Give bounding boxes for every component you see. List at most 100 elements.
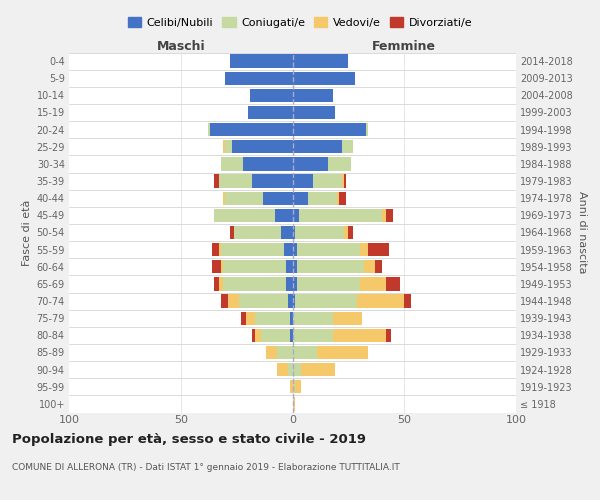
Bar [359, 277, 386, 290]
Bar [214, 174, 219, 188]
Bar [293, 192, 308, 205]
Bar [368, 243, 389, 256]
Bar [293, 54, 349, 68]
Text: Maschi: Maschi [157, 40, 205, 54]
Text: Femmine: Femmine [372, 40, 436, 54]
Bar [284, 243, 293, 256]
Bar [290, 312, 293, 325]
Bar [297, 260, 364, 274]
Bar [286, 277, 293, 290]
Bar [293, 397, 295, 410]
Bar [212, 260, 221, 274]
Bar [364, 260, 375, 274]
Bar [386, 208, 393, 222]
Y-axis label: Anni di nascita: Anni di nascita [577, 191, 587, 274]
Bar [266, 346, 277, 359]
Bar [214, 208, 275, 222]
Bar [328, 157, 350, 170]
Bar [226, 72, 293, 85]
Bar [277, 346, 293, 359]
Bar [313, 174, 341, 188]
Bar [295, 226, 344, 239]
Bar [230, 226, 235, 239]
Bar [290, 380, 293, 394]
Bar [219, 277, 223, 290]
Legend: Celibi/Nubili, Coniugati/e, Vedovi/e, Divorziati/e: Celibi/Nubili, Coniugati/e, Vedovi/e, Di… [124, 13, 476, 32]
Bar [293, 380, 295, 394]
Bar [223, 277, 286, 290]
Bar [386, 328, 391, 342]
Bar [293, 174, 313, 188]
Bar [223, 140, 226, 153]
Bar [288, 294, 293, 308]
Bar [219, 174, 252, 188]
Bar [252, 174, 293, 188]
Bar [221, 243, 284, 256]
Bar [358, 294, 404, 308]
Bar [359, 243, 368, 256]
Bar [208, 123, 210, 136]
Bar [252, 328, 254, 342]
Bar [293, 346, 317, 359]
Bar [221, 157, 244, 170]
Bar [337, 192, 340, 205]
Bar [232, 140, 293, 153]
Bar [293, 140, 341, 153]
Bar [295, 294, 358, 308]
Bar [293, 88, 333, 102]
Bar [223, 260, 286, 274]
Bar [349, 226, 353, 239]
Bar [250, 88, 293, 102]
Bar [297, 243, 359, 256]
Bar [254, 328, 261, 342]
Y-axis label: Fasce di età: Fasce di età [22, 200, 32, 266]
Bar [293, 363, 301, 376]
Bar [293, 226, 295, 239]
Bar [248, 106, 293, 119]
Bar [344, 226, 349, 239]
Bar [293, 106, 335, 119]
Bar [241, 312, 245, 325]
Bar [297, 277, 359, 290]
Bar [227, 294, 239, 308]
Bar [341, 140, 353, 153]
Bar [239, 294, 288, 308]
Bar [244, 157, 293, 170]
Bar [375, 260, 382, 274]
Bar [333, 328, 386, 342]
Bar [344, 174, 346, 188]
Bar [293, 277, 297, 290]
Bar [275, 208, 293, 222]
Bar [382, 208, 386, 222]
Bar [340, 192, 346, 205]
Bar [214, 277, 219, 290]
Bar [219, 243, 221, 256]
Bar [245, 312, 254, 325]
Bar [254, 312, 290, 325]
Bar [295, 380, 301, 394]
Bar [366, 123, 368, 136]
Bar [293, 123, 366, 136]
Bar [404, 294, 411, 308]
Bar [301, 363, 335, 376]
Bar [230, 54, 293, 68]
Bar [293, 312, 333, 325]
Bar [221, 260, 223, 274]
Bar [263, 192, 293, 205]
Bar [223, 192, 226, 205]
Bar [308, 192, 337, 205]
Bar [210, 123, 293, 136]
Bar [386, 277, 400, 290]
Bar [277, 363, 288, 376]
Bar [288, 363, 293, 376]
Bar [299, 208, 382, 222]
Bar [293, 243, 297, 256]
Bar [317, 346, 368, 359]
Bar [293, 294, 295, 308]
Bar [293, 260, 297, 274]
Bar [281, 226, 293, 239]
Bar [221, 294, 227, 308]
Bar [226, 192, 263, 205]
Text: Popolazione per età, sesso e stato civile - 2019: Popolazione per età, sesso e stato civil… [12, 432, 366, 446]
Bar [226, 140, 232, 153]
